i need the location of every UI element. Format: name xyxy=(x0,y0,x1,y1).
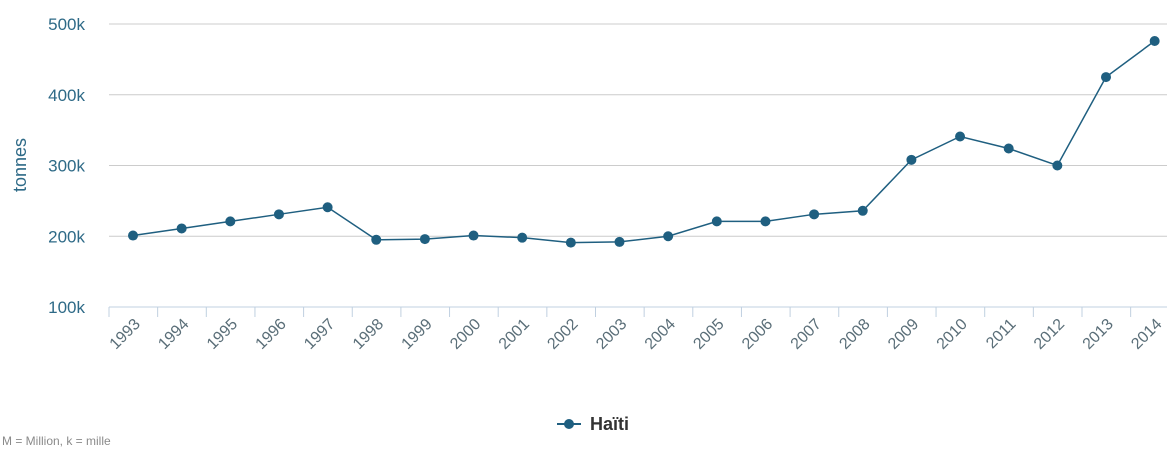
data-point[interactable] xyxy=(955,131,966,142)
y-axis-ticks: 100k 200k 300k 400k 500k xyxy=(48,15,85,317)
x-tick-label: 2011 xyxy=(983,316,1019,352)
x-tick-label: 2008 xyxy=(836,316,873,353)
data-point[interactable] xyxy=(809,209,820,220)
data-point[interactable] xyxy=(565,237,576,248)
data-point[interactable] xyxy=(225,216,236,227)
x-axis: 1993 1994 1995 1996 1997 1998 1999 2000 2001 2002… xyxy=(107,306,1167,353)
x-tick-label: 2013 xyxy=(1080,316,1117,353)
data-point[interactable] xyxy=(663,231,674,242)
series-line xyxy=(132,40,1156,244)
line-chart: 100k 200k 300k 400k 500k tonnes 1993 1994 1995… xyxy=(10,15,1167,430)
data-point[interactable] xyxy=(273,209,284,220)
data-point[interactable] xyxy=(857,205,868,216)
data-point[interactable] xyxy=(1003,143,1014,154)
x-tick-label: 1993 xyxy=(107,316,144,353)
gridlines xyxy=(109,23,1167,237)
series-haiti xyxy=(128,35,1160,248)
data-point[interactable] xyxy=(322,202,333,213)
data-point[interactable] xyxy=(760,216,771,227)
x-tick-label: 1994 xyxy=(155,316,192,353)
x-tick-label: 2001 xyxy=(496,316,533,353)
y-tick-label: 400k xyxy=(48,86,85,105)
x-tick-label: 2003 xyxy=(593,316,630,353)
x-tick-label: 2004 xyxy=(642,316,679,353)
data-point[interactable] xyxy=(1101,72,1111,83)
x-tick-label: 2010 xyxy=(934,316,971,353)
x-tick-label: 2005 xyxy=(690,316,727,353)
data-point[interactable] xyxy=(419,234,430,245)
legend-label: Haïti xyxy=(590,414,629,430)
data-point[interactable] xyxy=(1052,160,1063,171)
x-tick-label: 2002 xyxy=(544,316,581,353)
data-point[interactable] xyxy=(1149,35,1160,46)
x-tick-label: 2000 xyxy=(447,316,484,353)
legend[interactable]: Haïti xyxy=(557,414,629,430)
y-tick-label: 200k xyxy=(48,227,85,246)
data-point[interactable] xyxy=(128,230,138,241)
data-point[interactable] xyxy=(906,154,917,165)
x-tick-label: 2009 xyxy=(885,316,922,353)
x-tick-label: 2012 xyxy=(1031,316,1068,353)
y-tick-label: 500k xyxy=(48,15,85,34)
x-tick-label: 1997 xyxy=(301,316,338,353)
y-axis-label: tonnes xyxy=(10,138,30,192)
y-tick-label: 100k xyxy=(48,298,85,317)
x-tick-label: 1995 xyxy=(204,316,241,353)
x-tick-label: 2007 xyxy=(788,316,825,353)
data-point[interactable] xyxy=(517,232,528,243)
x-tick-label: 1996 xyxy=(253,316,290,353)
data-point[interactable] xyxy=(371,234,382,245)
data-point[interactable] xyxy=(711,216,722,227)
data-point[interactable] xyxy=(468,230,479,241)
x-tick-label: 1999 xyxy=(399,316,436,353)
data-point[interactable] xyxy=(176,223,187,234)
data-point[interactable] xyxy=(614,236,625,247)
x-tick-label: 2014 xyxy=(1128,316,1165,353)
legend-marker-icon xyxy=(564,419,574,429)
x-tick-label: 2006 xyxy=(739,316,776,353)
y-tick-label: 300k xyxy=(48,157,85,176)
footnote: M = Million, k = mille xyxy=(2,434,111,448)
x-tick-label: 1998 xyxy=(350,316,387,353)
